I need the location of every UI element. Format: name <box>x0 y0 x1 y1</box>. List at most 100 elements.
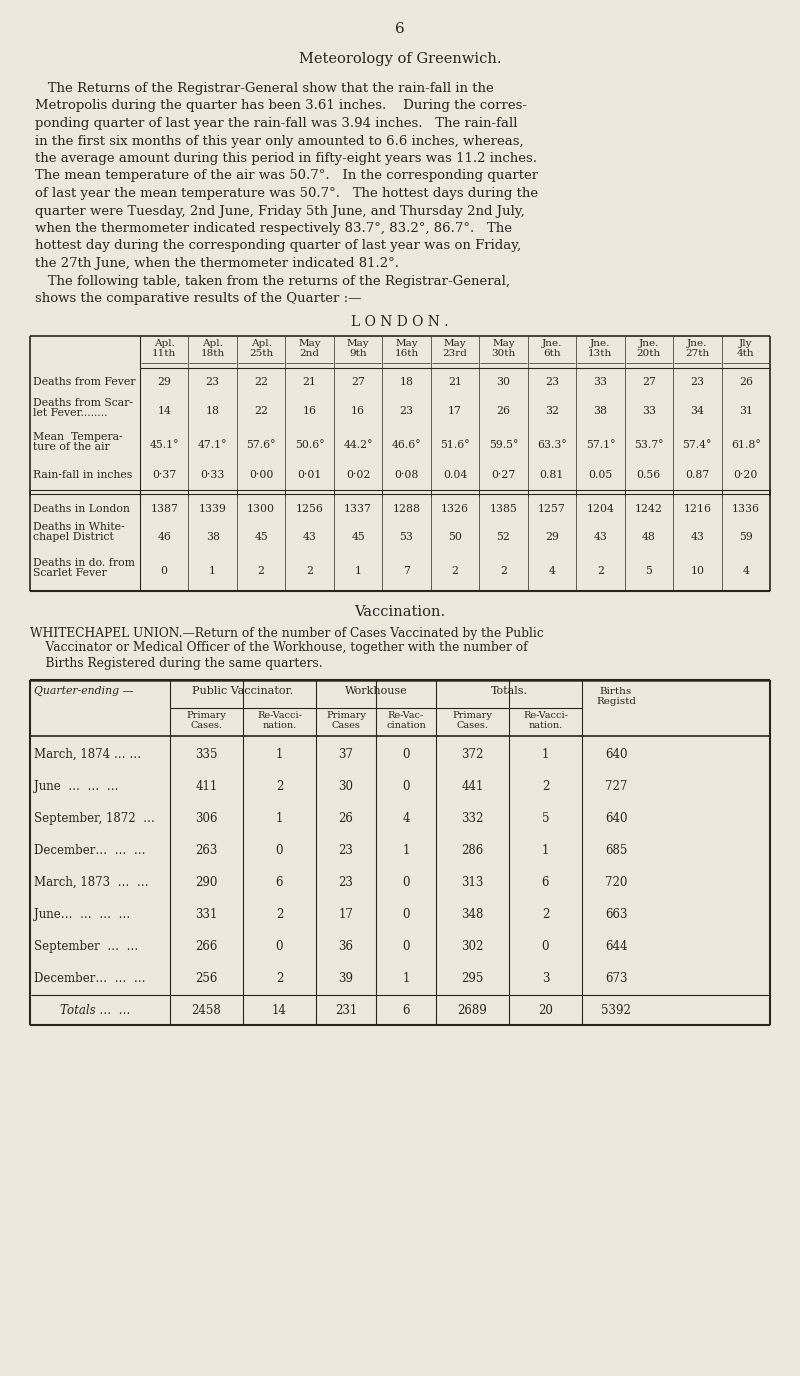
Text: May: May <box>346 338 370 348</box>
Text: 313: 313 <box>462 877 484 889</box>
Text: 20th: 20th <box>637 350 661 359</box>
Text: of last year the mean temperature was 50.7°.   The hottest days during the: of last year the mean temperature was 50… <box>35 187 538 200</box>
Text: 673: 673 <box>605 971 627 985</box>
Text: 1: 1 <box>402 843 410 857</box>
Text: 37: 37 <box>338 749 354 761</box>
Text: Totals …  …: Totals … … <box>60 1004 130 1017</box>
Text: 6: 6 <box>276 877 283 889</box>
Text: 16: 16 <box>351 406 365 417</box>
Text: 27th: 27th <box>685 350 710 359</box>
Text: 0·33: 0·33 <box>201 471 225 480</box>
Text: 14: 14 <box>272 1004 287 1017</box>
Text: 0: 0 <box>542 940 550 954</box>
Text: May: May <box>444 338 466 348</box>
Text: let Fever........: let Fever........ <box>33 407 107 417</box>
Text: 1204: 1204 <box>586 504 614 513</box>
Text: Births: Births <box>600 687 632 695</box>
Text: 0: 0 <box>402 940 410 954</box>
Text: 640: 640 <box>605 749 627 761</box>
Text: June…  …  …  …: June… … … … <box>34 908 130 921</box>
Text: 372: 372 <box>462 749 484 761</box>
Text: 6: 6 <box>395 22 405 36</box>
Text: Primary: Primary <box>453 711 493 721</box>
Text: 9th: 9th <box>350 350 367 359</box>
Text: 14: 14 <box>158 406 171 417</box>
Text: Re-Vacci-: Re-Vacci- <box>257 711 302 721</box>
Text: 295: 295 <box>462 971 484 985</box>
Text: 1288: 1288 <box>393 504 421 513</box>
Text: 16: 16 <box>302 406 317 417</box>
Text: 685: 685 <box>605 843 627 857</box>
Text: 1: 1 <box>354 567 362 577</box>
Text: 411: 411 <box>195 780 218 793</box>
Text: June  …  …  …: June … … … <box>34 780 118 793</box>
Text: 3: 3 <box>542 971 550 985</box>
Text: 1257: 1257 <box>538 504 566 513</box>
Text: 7: 7 <box>403 567 410 577</box>
Text: Metropolis during the quarter has been 3.61 inches.    During the corres-: Metropolis during the quarter has been 3… <box>35 99 527 113</box>
Text: Jly: Jly <box>739 338 753 348</box>
Text: 17: 17 <box>338 908 354 921</box>
Text: ponding quarter of last year the rain-fall was 3.94 inches.   The rain-fall: ponding quarter of last year the rain-fa… <box>35 117 518 129</box>
Text: 1: 1 <box>542 749 549 761</box>
Text: Apl.: Apl. <box>250 338 271 348</box>
Text: 27: 27 <box>351 377 365 387</box>
Text: 22: 22 <box>254 406 268 417</box>
Text: 23: 23 <box>545 377 559 387</box>
Text: 286: 286 <box>462 843 484 857</box>
Text: The Returns of the Registrar-General show that the rain-fall in the: The Returns of the Registrar-General sho… <box>35 83 494 95</box>
Text: chapel District: chapel District <box>33 533 114 542</box>
Text: 50: 50 <box>448 533 462 542</box>
Text: 29: 29 <box>545 533 559 542</box>
Text: 22: 22 <box>254 377 268 387</box>
Text: 30: 30 <box>338 780 354 793</box>
Text: 1: 1 <box>276 812 283 826</box>
Text: 4: 4 <box>549 567 555 577</box>
Text: 5: 5 <box>646 567 652 577</box>
Text: 61.8°: 61.8° <box>731 440 761 450</box>
Text: 30: 30 <box>497 377 510 387</box>
Text: 20: 20 <box>538 1004 553 1017</box>
Text: May: May <box>492 338 514 348</box>
Text: Re-Vac-: Re-Vac- <box>388 711 424 721</box>
Text: 38: 38 <box>594 406 607 417</box>
Text: 27: 27 <box>642 377 656 387</box>
Text: 47.1°: 47.1° <box>198 440 227 450</box>
Text: 48: 48 <box>642 533 656 542</box>
Text: 332: 332 <box>462 812 484 826</box>
Text: 45: 45 <box>254 533 268 542</box>
Text: 306: 306 <box>195 812 218 826</box>
Text: Births Registered during the same quarters.: Births Registered during the same quarte… <box>30 656 322 670</box>
Text: nation.: nation. <box>528 721 562 731</box>
Text: 52: 52 <box>497 533 510 542</box>
Text: 57.4°: 57.4° <box>682 440 712 450</box>
Text: 50.6°: 50.6° <box>295 440 325 450</box>
Text: Workhouse: Workhouse <box>345 687 407 696</box>
Text: 0: 0 <box>402 877 410 889</box>
Text: 4: 4 <box>402 812 410 826</box>
Text: in the first six months of this year only amounted to 6.6 inches, whereas,: in the first six months of this year onl… <box>35 135 524 147</box>
Text: 18th: 18th <box>201 350 225 359</box>
Text: 32: 32 <box>545 406 559 417</box>
Text: September, 1872  …: September, 1872 … <box>34 812 155 826</box>
Text: 43: 43 <box>594 533 607 542</box>
Text: 5: 5 <box>542 812 550 826</box>
Text: December…  …  …: December… … … <box>34 971 146 985</box>
Text: 290: 290 <box>195 877 218 889</box>
Text: 0: 0 <box>161 567 168 577</box>
Text: 21: 21 <box>448 377 462 387</box>
Text: 43: 43 <box>302 533 317 542</box>
Text: 23: 23 <box>338 843 354 857</box>
Text: Jne.: Jne. <box>590 338 610 348</box>
Text: 0·08: 0·08 <box>394 471 418 480</box>
Text: 2: 2 <box>276 908 283 921</box>
Text: 0·27: 0·27 <box>491 471 515 480</box>
Text: 51.6°: 51.6° <box>440 440 470 450</box>
Text: 0·02: 0·02 <box>346 471 370 480</box>
Text: 13th: 13th <box>588 350 613 359</box>
Text: 29: 29 <box>158 377 171 387</box>
Text: Vaccination.: Vaccination. <box>354 604 446 618</box>
Text: 21: 21 <box>302 377 317 387</box>
Text: 644: 644 <box>605 940 627 954</box>
Text: Vaccinator or Medical Officer of the Workhouse, together with the number of: Vaccinator or Medical Officer of the Wor… <box>30 641 528 655</box>
